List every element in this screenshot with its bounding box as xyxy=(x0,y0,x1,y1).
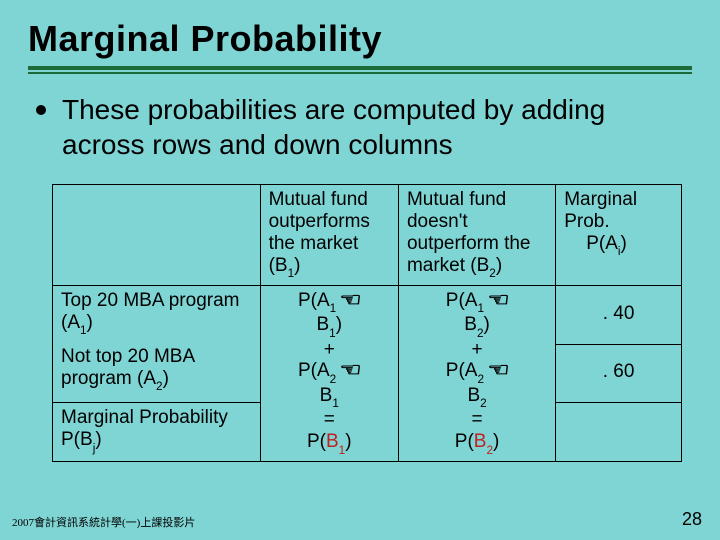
header-marginal: Marginal Prob. P(Ai) xyxy=(556,185,682,286)
probability-table: Mutual fund outperforms the market (B1) … xyxy=(52,184,682,462)
footer-caption: 2007會計資訊系統計學(一)上課投影片 xyxy=(12,514,195,530)
page-number: 28 xyxy=(682,509,702,530)
cell-pa1: . 40 xyxy=(556,285,682,344)
table-row: Top 20 MBA program (A1) Not top 20 MBA p… xyxy=(53,285,682,344)
header-b1: Mutual fund outperforms the market (B1) xyxy=(260,185,398,286)
header-b2: Mutual fund doesn't outperform the marke… xyxy=(398,185,555,286)
probability-table-wrap: Mutual fund outperforms the market (B1) … xyxy=(52,184,682,462)
row-marginal-b: Marginal Probability P(Bj) xyxy=(53,403,261,462)
cell-pa2: . 60 xyxy=(556,344,682,403)
cell-empty-br xyxy=(556,403,682,462)
title-rule-thin xyxy=(28,72,692,74)
bullet-text: These probabilities are computed by addi… xyxy=(62,92,684,162)
row-top20-and-not: Top 20 MBA program (A1) Not top 20 MBA p… xyxy=(53,285,261,402)
hand-icon: ☜ xyxy=(488,290,510,312)
header-blank xyxy=(53,185,261,286)
title-rule-thick xyxy=(28,66,692,70)
hand-icon: ☜ xyxy=(340,360,362,382)
cell-col-b2: P(A1 ☜ B2) + P(A2 ☜ B2 = P(B2) xyxy=(398,285,555,461)
title-rules xyxy=(28,66,692,74)
slide: Marginal Probability These probabilities… xyxy=(0,0,720,540)
bullet-item: These probabilities are computed by addi… xyxy=(36,92,684,162)
hand-icon: ☜ xyxy=(340,290,362,312)
table-row: Mutual fund outperforms the market (B1) … xyxy=(53,185,682,286)
hand-icon: ☜ xyxy=(488,360,510,382)
page-title: Marginal Probability xyxy=(28,18,692,66)
bullet-dot-icon xyxy=(36,105,46,115)
cell-col-b1: P(A1 ☜ B1) + P(A2 ☜ B1 = P(B1) xyxy=(260,285,398,461)
